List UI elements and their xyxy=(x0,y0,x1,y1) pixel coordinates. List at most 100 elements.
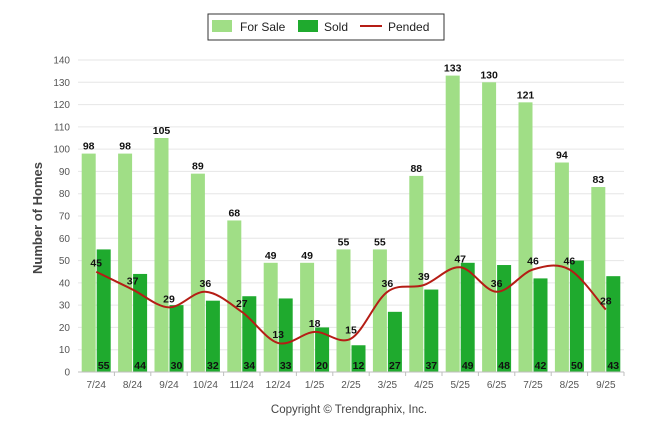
bar-sold xyxy=(533,278,548,372)
bar-for-sale xyxy=(227,220,242,372)
bar-for-sale xyxy=(263,262,278,372)
data-label-sold: 49 xyxy=(462,360,474,372)
data-label-for-sale: 83 xyxy=(592,174,604,186)
bar-sold xyxy=(96,249,111,372)
y-tick-label: 0 xyxy=(64,368,70,379)
y-tick-label: 120 xyxy=(53,100,70,111)
data-label-for-sale: 121 xyxy=(517,89,535,101)
data-label-pended: 18 xyxy=(309,318,321,330)
data-label-for-sale: 68 xyxy=(228,207,240,219)
data-label-sold: 32 xyxy=(207,360,219,372)
data-label-for-sale: 49 xyxy=(265,250,277,262)
x-tick-label: 11/24 xyxy=(230,380,255,391)
data-label-sold: 48 xyxy=(498,360,510,372)
data-label-sold: 20 xyxy=(316,360,328,372)
y-tick-label: 130 xyxy=(53,78,70,89)
copyright-credit: Copyright © Trendgraphix, Inc. xyxy=(271,404,427,416)
data-labels: 98 55 98 44 105 30 89 32 68 34 49 33 49 20 55 12 55 27 88 3… xyxy=(83,63,619,372)
data-label-sold: 34 xyxy=(243,360,255,372)
bar-for-sale xyxy=(482,82,497,373)
data-label-pended: 13 xyxy=(272,329,284,341)
bar-sold xyxy=(569,260,584,372)
bar-for-sale xyxy=(518,102,533,372)
data-label-sold: 50 xyxy=(571,360,583,372)
y-tick-label: 80 xyxy=(59,189,71,200)
data-label-pended: 45 xyxy=(90,258,102,270)
data-label-for-sale: 55 xyxy=(338,236,350,248)
data-label-pended: 36 xyxy=(491,278,503,290)
y-tick-label: 140 xyxy=(53,56,70,67)
data-label-sold: 27 xyxy=(389,360,401,372)
data-label-sold: 42 xyxy=(535,360,547,372)
x-tick-label: 10/24 xyxy=(193,380,218,391)
data-label-pended: 36 xyxy=(382,278,394,290)
bar-sold xyxy=(278,298,293,372)
bar-for-sale xyxy=(372,249,387,372)
legend-label-pended: Pended xyxy=(388,20,429,34)
y-axis-label: Number of Homes xyxy=(30,162,45,274)
data-label-for-sale: 105 xyxy=(153,125,171,137)
data-label-pended: 37 xyxy=(127,276,139,288)
data-label-sold: 30 xyxy=(171,360,183,372)
data-label-for-sale: 55 xyxy=(374,236,386,248)
bar-for-sale xyxy=(300,262,315,372)
data-label-for-sale: 94 xyxy=(556,150,568,162)
y-tick-label: 100 xyxy=(53,145,70,156)
legend-box xyxy=(207,13,445,41)
legend-swatch-for-sale xyxy=(212,20,232,32)
grid xyxy=(78,59,624,351)
y-tick-label: 50 xyxy=(59,256,71,267)
y-tick-label: 110 xyxy=(54,122,70,133)
legend-label-sold: Sold xyxy=(324,20,348,34)
data-label-for-sale: 49 xyxy=(301,250,313,262)
x-tick-label: 12/24 xyxy=(266,380,291,391)
bar-sold xyxy=(169,305,184,372)
x-tick-label: 3/25 xyxy=(378,380,398,391)
x-tick-label: 6/25 xyxy=(487,380,507,391)
bar-for-sale xyxy=(409,175,424,372)
data-label-pended: 29 xyxy=(163,293,175,305)
data-label-pended: 27 xyxy=(236,298,248,310)
x-axis-ticks: 7/24 8/24 9/24 10/24 11/24 12/24 1/25 2/25 3/25 4… xyxy=(86,372,625,391)
bar-sold xyxy=(424,289,439,372)
bar-for-sale xyxy=(118,153,133,372)
bar-sold xyxy=(460,262,475,372)
pended-line-group xyxy=(95,264,607,345)
bar-for-sale xyxy=(81,153,96,372)
x-tick-label: 9/24 xyxy=(159,380,179,391)
data-label-sold: 43 xyxy=(607,360,619,372)
y-tick-label: 30 xyxy=(59,301,71,312)
y-axis-ticks: 0 10 20 30 40 50 60 70 80 90 100 110 120 130 140 xyxy=(53,56,70,379)
x-tick-label: 5/25 xyxy=(450,380,470,391)
data-label-pended: 46 xyxy=(527,255,539,267)
data-label-for-sale: 130 xyxy=(480,69,498,81)
x-tick-label: 9/25 xyxy=(596,380,616,391)
data-label-pended: 39 xyxy=(418,271,430,283)
data-label-for-sale: 133 xyxy=(444,63,462,75)
bar-sold xyxy=(133,273,148,372)
bar-for-sale xyxy=(190,173,205,372)
data-label-pended: 15 xyxy=(345,325,357,337)
y-tick-label: 20 xyxy=(59,323,71,334)
x-tick-label: 8/25 xyxy=(560,380,580,391)
data-label-for-sale: 98 xyxy=(119,141,131,153)
data-label-sold: 55 xyxy=(98,360,110,372)
x-tick-label: 4/25 xyxy=(414,380,434,391)
legend-label-for-sale: For Sale xyxy=(240,20,286,34)
bar-for-sale xyxy=(445,75,460,372)
pended-line xyxy=(95,264,607,345)
bar-for-sale xyxy=(336,249,351,372)
legend[interactable]: For Sale Sold Pended xyxy=(207,13,445,41)
y-tick-label: 90 xyxy=(59,167,71,178)
data-label-for-sale: 88 xyxy=(410,163,422,175)
data-label-pended: 28 xyxy=(600,296,612,308)
bar-for-sale xyxy=(591,187,606,372)
y-tick-label: 40 xyxy=(59,278,71,289)
bar-for-sale xyxy=(154,138,169,372)
data-label-pended: 36 xyxy=(200,278,212,290)
y-tick-label: 60 xyxy=(59,234,71,245)
x-tick-label: 8/24 xyxy=(123,380,143,391)
data-label-for-sale: 98 xyxy=(83,141,95,153)
data-label-for-sale: 89 xyxy=(192,161,204,173)
